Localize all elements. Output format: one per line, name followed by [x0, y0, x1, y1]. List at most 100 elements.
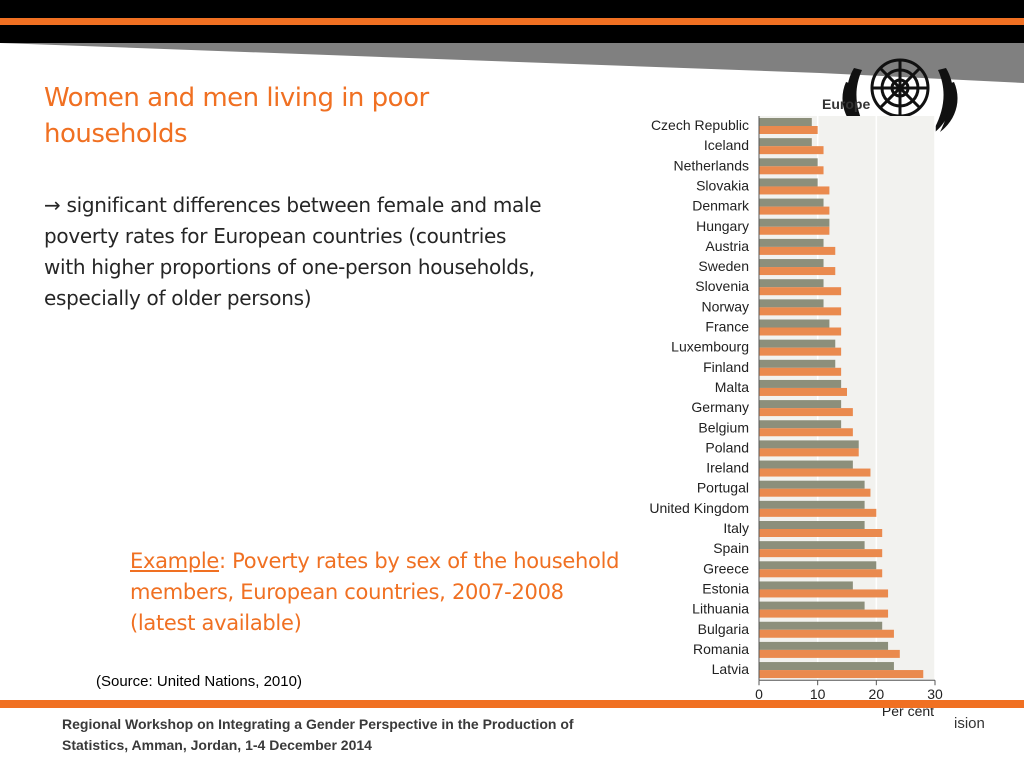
- bar-men: [759, 641, 889, 650]
- category-label: Finland: [703, 359, 749, 375]
- bar-men: [759, 561, 877, 570]
- bar-men: [759, 198, 824, 207]
- example-label: Example: [130, 549, 220, 573]
- bar-men: [759, 662, 894, 671]
- example-description: : Poverty rates by sex of the household …: [130, 549, 620, 635]
- bar-women: [759, 327, 842, 336]
- bar-men: [759, 178, 818, 187]
- category-label: Bulgaria: [698, 621, 750, 637]
- bar-women: [759, 347, 842, 356]
- footer-accent-stripe: [0, 700, 1024, 708]
- un-emblem-icon: [842, 58, 958, 136]
- category-label: Norway: [702, 298, 749, 314]
- bar-women: [759, 387, 847, 396]
- bar-men: [759, 158, 818, 167]
- body-paragraph: → significant differences between female…: [44, 193, 542, 310]
- x-tick-label: 20: [869, 686, 885, 702]
- bar-women: [759, 126, 818, 134]
- category-label: Greece: [703, 560, 749, 576]
- header-swoosh: [0, 43, 1024, 83]
- category-label: United Kingdom: [649, 500, 749, 516]
- bar-women: [759, 428, 853, 437]
- category-label: Germany: [691, 399, 749, 415]
- category-label: France: [705, 319, 749, 335]
- bar-women: [759, 589, 889, 598]
- bar-women: [759, 166, 824, 175]
- bar-men: [759, 339, 836, 348]
- category-label: Estonia: [702, 580, 749, 596]
- category-label: Sweden: [698, 258, 749, 274]
- category-label: Latvia: [712, 661, 750, 677]
- category-label: Malta: [715, 379, 749, 395]
- poverty-bar-chart: Europe Czech Republic Iceland Netherlands Sl…: [649, 96, 943, 719]
- bar-men: [759, 440, 859, 449]
- category-label: Romania: [693, 641, 749, 657]
- bar-women: [759, 448, 859, 457]
- x-tick-label: 10: [810, 686, 826, 702]
- category-label: Luxembourg: [671, 339, 749, 355]
- bar-men: [759, 541, 865, 550]
- bar-men: [759, 460, 853, 469]
- bar-men: [759, 379, 842, 388]
- bar-men: [759, 500, 865, 509]
- bar-women: [759, 186, 830, 195]
- bar-women: [759, 146, 824, 155]
- category-label: Slovakia: [696, 177, 749, 193]
- category-label: Austria: [705, 238, 749, 254]
- bar-men: [759, 400, 842, 409]
- category-label: Ireland: [706, 460, 749, 476]
- bar-women: [759, 529, 883, 537]
- bar-women: [759, 649, 900, 658]
- bar-women: [759, 569, 883, 578]
- bar-men: [759, 238, 824, 247]
- example-caption: Example: Poverty rates by sex of the hou…: [130, 546, 630, 639]
- bar-women: [759, 629, 894, 638]
- category-label: Italy: [723, 520, 749, 536]
- bar-men: [759, 218, 830, 227]
- bar-men: [759, 359, 836, 368]
- x-tick-label: 0: [755, 686, 763, 702]
- bar-women: [759, 287, 842, 296]
- bar-men: [759, 581, 853, 590]
- bar-women: [759, 206, 830, 215]
- bar-men: [759, 118, 812, 126]
- category-label: Lithuania: [692, 601, 749, 617]
- bar-women: [759, 267, 836, 276]
- header-accent-stripe: [0, 18, 1024, 25]
- bar-women: [759, 468, 871, 477]
- header-band-top: [0, 0, 1024, 18]
- bar-men: [759, 299, 824, 308]
- bar-men: [759, 319, 830, 328]
- footer-event-info: Regional Workshop on Integrating a Gende…: [62, 716, 574, 753]
- bar-women: [759, 226, 830, 235]
- footer-right-fragment: ision: [954, 715, 985, 732]
- bar-women: [759, 609, 889, 618]
- bar-women: [759, 488, 871, 497]
- category-label: Czech Republic: [651, 117, 749, 133]
- page-title: Women and men living in poor households: [44, 83, 429, 149]
- source-note: (Source: United Nations, 2010): [96, 673, 302, 690]
- bar-men: [759, 521, 865, 529]
- header-band-bottom: [0, 25, 1024, 43]
- bar-women: [759, 246, 836, 255]
- category-label: Slovenia: [695, 278, 749, 294]
- bar-men: [759, 279, 824, 288]
- bar-men: [759, 621, 883, 630]
- bar-women: [759, 549, 883, 558]
- x-tick-label: 30: [927, 686, 943, 702]
- category-label: Spain: [713, 540, 749, 556]
- category-label: Belgium: [698, 419, 749, 435]
- bar-women: [759, 670, 924, 679]
- bar-women: [759, 367, 842, 376]
- bar-men: [759, 601, 865, 610]
- category-label: Portugal: [697, 480, 749, 496]
- category-label: Hungary: [696, 218, 749, 234]
- bar-men: [759, 259, 824, 268]
- category-label: Denmark: [692, 198, 750, 214]
- category-label: Iceland: [704, 137, 749, 153]
- bar-women: [759, 307, 842, 316]
- bar-men: [759, 420, 842, 429]
- category-label: Netherlands: [674, 157, 750, 173]
- chart-title: Europe: [822, 96, 870, 112]
- bar-men: [759, 138, 812, 147]
